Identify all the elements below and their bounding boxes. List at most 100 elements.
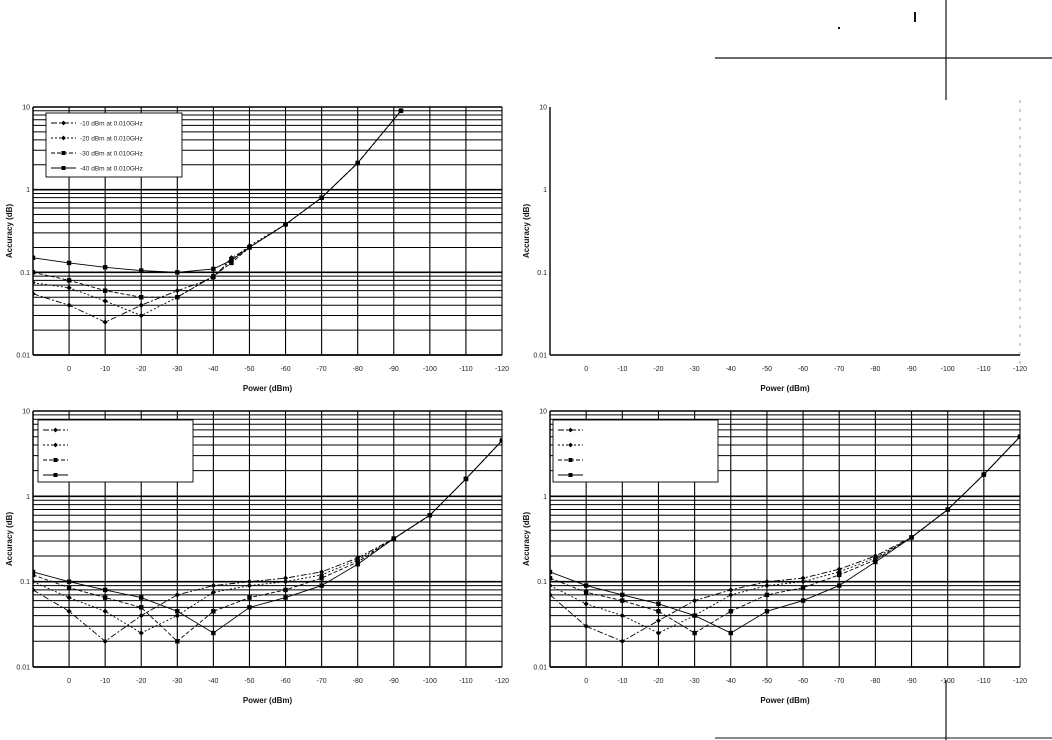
data-point [764, 582, 770, 589]
data-point [102, 319, 108, 325]
data-point [764, 592, 770, 598]
data-point [800, 579, 806, 585]
data-point [764, 609, 770, 614]
x-tick-label: 0 [584, 678, 588, 685]
y-tick-label: 0.01 [16, 353, 30, 360]
data-point [102, 288, 108, 293]
x-tick-label: -120 [495, 678, 509, 685]
data-point [175, 639, 180, 644]
x-tick-label: -90 [389, 366, 399, 373]
data-point [619, 613, 625, 619]
data-point [656, 609, 661, 614]
y-tick-label: 10 [539, 105, 547, 112]
data-point [102, 608, 108, 614]
data-point [33, 569, 36, 575]
x-axis-title: Power (dBm) [760, 696, 810, 705]
legend-marker [568, 458, 573, 462]
data-point [728, 609, 733, 614]
x-tick-label: -50 [244, 678, 254, 685]
x-tick-label: -60 [798, 366, 808, 373]
legend: -10 dBm at 0.010GHz -20 dBm at 0.010GHz -3… [45, 112, 183, 178]
data-point [1017, 434, 1020, 439]
x-tick-label: -90 [906, 678, 916, 685]
x-tick-label: -20 [653, 678, 663, 685]
x-tick-label: -40 [208, 366, 218, 373]
data-point [800, 575, 806, 581]
data-point [550, 592, 553, 598]
legend-marker [61, 166, 66, 170]
data-point [174, 592, 180, 598]
chart-panel-3: 0.01 0.1 1 10 0 -10 -20 -30 -40 -50 -60 -70 -80 -90 -1… [5, 409, 509, 706]
data-point [138, 613, 144, 619]
grid [32, 410, 503, 668]
data-point [656, 601, 661, 607]
data-point [319, 572, 325, 578]
data-point [33, 270, 36, 275]
y-axis-title: Accuracy (dB) [522, 512, 531, 567]
data-point [247, 595, 252, 600]
data-point [837, 583, 842, 588]
data-point [66, 285, 72, 291]
legend [37, 419, 194, 483]
data-point [175, 295, 180, 300]
data-point [211, 266, 216, 272]
data-point [583, 583, 589, 588]
chart-panel-2: 0.01 0.1 1 10 0 -10 -20 -30 -40 -50 -60 -70 -80 -90 -1… [522, 105, 1027, 394]
x-tick-label: -50 [762, 366, 772, 373]
data-point [398, 108, 404, 113]
data-point [229, 260, 234, 266]
data-point [282, 579, 289, 585]
data-point [247, 245, 252, 250]
y-tick-label: 10 [22, 105, 30, 112]
series-line-2 [33, 110, 402, 317]
legend-marker [568, 473, 573, 477]
y-tick-label: 0.01 [533, 353, 547, 360]
legend [552, 419, 719, 483]
grid [549, 410, 1021, 668]
data-point [102, 587, 108, 593]
y-tick-label: 0.01 [533, 665, 547, 672]
series-line-4 [33, 440, 502, 634]
scan-dot [838, 27, 840, 29]
data-point [319, 583, 324, 588]
y-tick-label: 0.1 [20, 579, 30, 586]
data-point [139, 605, 144, 610]
data-point [692, 613, 697, 618]
data-point [981, 472, 987, 477]
data-point [283, 222, 288, 227]
x-tick-label: 0 [67, 678, 71, 685]
data-point [499, 438, 502, 443]
data-point [837, 572, 842, 578]
y-axis-title: Accuracy (dB) [522, 204, 531, 259]
data-point [102, 265, 108, 270]
legend-marker [61, 151, 66, 155]
data-point [33, 255, 36, 260]
data-point [211, 273, 216, 279]
legend-box [552, 419, 719, 483]
x-tick-label: -10 [100, 366, 110, 373]
x-tick-label: -110 [977, 366, 991, 373]
data-point [175, 270, 180, 275]
x-tick-label: -70 [317, 678, 327, 685]
data-point [728, 630, 733, 636]
x-tick-label: -30 [172, 366, 182, 373]
legend-marker [53, 427, 58, 433]
x-tick-label: -120 [495, 366, 509, 373]
data-point [355, 562, 360, 567]
y-tick-label: 1 [543, 494, 547, 501]
data-point [655, 617, 662, 624]
x-tick-label: -30 [690, 678, 700, 685]
x-tick-label: -30 [172, 678, 182, 685]
series-line-4 [550, 436, 1020, 634]
data-point [210, 589, 216, 595]
data-point [550, 569, 553, 575]
chart-panel-4: 0.01 0.1 1 10 0 -10 -20 -30 -40 -50 -60 -70 -80 -90 -1… [522, 409, 1027, 706]
x-tick-label: -90 [389, 678, 399, 685]
data-point [139, 295, 144, 300]
data-point [945, 507, 950, 512]
data-point [909, 535, 914, 540]
series-group [550, 434, 1020, 644]
data-point [319, 195, 324, 200]
data-point [283, 595, 288, 600]
